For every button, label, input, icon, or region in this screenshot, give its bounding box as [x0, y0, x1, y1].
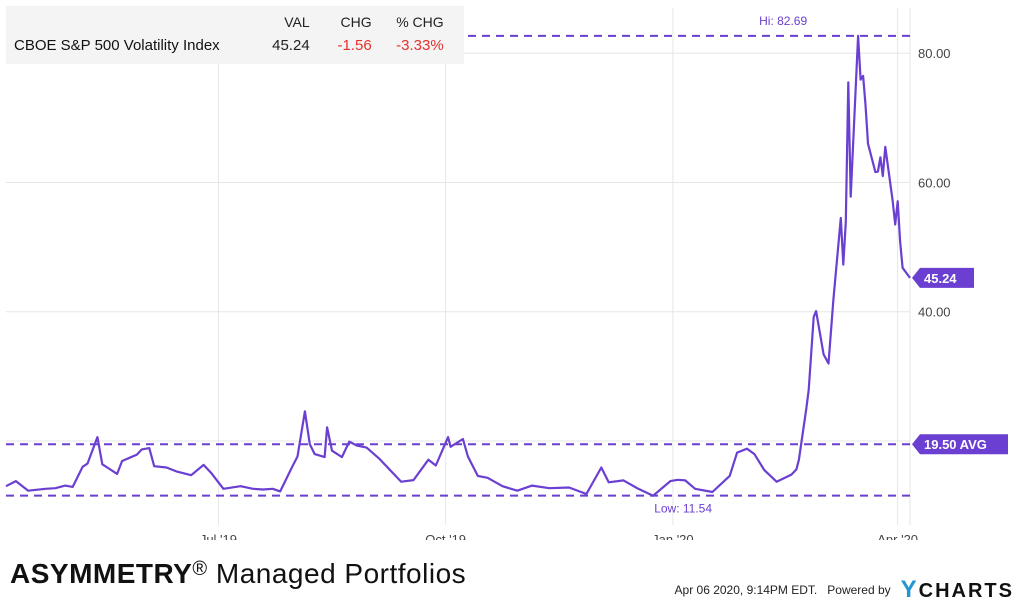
- legend-header-pct: % CHG: [396, 14, 444, 30]
- x-tick-label: Jul '19: [200, 532, 237, 540]
- x-tick-label: Apr '20: [877, 532, 918, 540]
- y-tick-label: 80.00: [918, 46, 951, 61]
- legend-value: 45.24: [272, 36, 310, 54]
- reference-lines: [6, 34, 910, 497]
- legend-header-val: VAL: [284, 14, 310, 30]
- legend-table: VAL CHG % CHG CBOE S&P 500 Volatility In…: [6, 6, 464, 64]
- legend-series-name[interactable]: CBOE S&P 500 Volatility Index: [14, 36, 220, 54]
- low-label: Low: 11.54: [654, 502, 712, 516]
- legend-header-chg: CHG: [340, 14, 372, 30]
- vix-series-line: [5, 34, 911, 497]
- legend-header-spacer: [14, 8, 240, 32]
- ycharts-logo-text: CHARTS: [918, 580, 1014, 602]
- ycharts-logo[interactable]: YCHARTS: [901, 576, 1014, 604]
- average-tag-box: [912, 434, 1008, 455]
- y-tick-label: 60.00: [918, 175, 951, 190]
- timestamp: Apr 06 2020, 9:14PM EDT.: [674, 583, 818, 597]
- average-tag-text: 19.50 AVG: [924, 437, 987, 452]
- value-tags: Hi: 82.69 Low: 11.54 45.24 19.50 AVG: [654, 14, 1008, 516]
- x-tick-label: Oct '19: [425, 532, 466, 540]
- series-line-layer: [5, 34, 911, 497]
- chart-footer: Apr 06 2020, 9:14PM EDT. Powered by YCHA…: [675, 576, 1014, 604]
- brand-logo: ASYMMETRY® Managed Portfolios: [10, 558, 466, 590]
- legend-percent-change: -3.33%: [396, 36, 444, 54]
- last-value-tag-box: [912, 267, 974, 288]
- brand-registered-mark: ®: [192, 558, 208, 580]
- y-tick-label: 40.00: [918, 305, 951, 320]
- legend-change: -1.56: [337, 36, 372, 54]
- brand-tagline: Managed Portfolios: [207, 558, 467, 589]
- grid-lines: [6, 8, 911, 525]
- last-value-tag-text: 45.24: [924, 271, 957, 286]
- ycharts-logo-mark: Y: [900, 576, 919, 603]
- brand-name: ASYMMETRY: [10, 558, 193, 589]
- powered-by-label: Powered by: [827, 583, 891, 597]
- x-tick-label: Jan '20: [652, 532, 694, 540]
- high-label: Hi: 82.69: [759, 14, 807, 28]
